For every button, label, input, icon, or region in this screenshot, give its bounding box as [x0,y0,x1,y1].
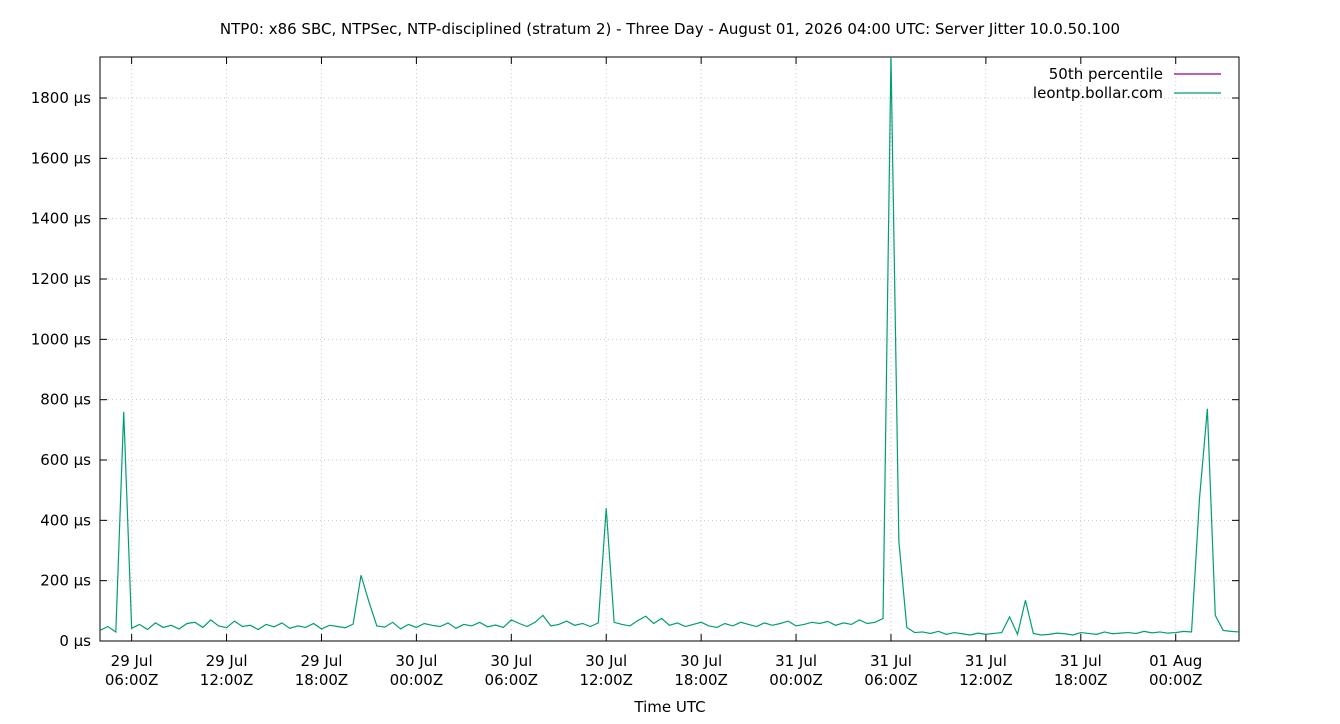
x-tick-label: 30 Jul 06:00Z [485,652,539,689]
x-tick-date: 29 Jul [206,652,248,670]
x-tick-date: 31 Jul [965,652,1007,670]
x-tick-date: 31 Jul [1060,652,1102,670]
x-tick-date: 31 Jul [775,652,817,670]
legend-label: 50th percentile [1049,65,1163,83]
y-tick-label: 1000 µs [31,330,91,348]
x-tick-date: 30 Jul [680,652,722,670]
y-tick-label: 600 µs [40,451,91,469]
x-tick-label: 30 Jul 18:00Z [674,652,728,689]
x-tick-date: 29 Jul [300,652,342,670]
x-tick-label: 30 Jul 00:00Z [390,652,444,689]
x-tick-time: 12:00Z [579,671,633,689]
x-tick-time: 06:00Z [485,671,539,689]
x-tick-label: 29 Jul 06:00Z [105,652,159,689]
y-tick-label: 200 µs [40,572,91,590]
x-tick-time: 12:00Z [959,671,1013,689]
x-tick-time: 00:00Z [1149,671,1203,689]
plot-border [99,56,1240,642]
x-tick-date: 31 Jul [870,652,912,670]
y-tick-label: 400 µs [40,511,91,529]
x-tick-time: 06:00Z [105,671,159,689]
x-tick-time: 18:00Z [674,671,728,689]
chart-title: NTP0: x86 SBC, NTPSec, NTP-disciplined (… [220,20,1120,38]
x-tick-date: 30 Jul [490,652,532,670]
x-tick-date: 30 Jul [585,652,627,670]
y-tick-label: 0 µs [59,632,91,650]
x-tick-label: 29 Jul 18:00Z [295,652,349,689]
x-tick-label: 31 Jul 18:00Z [1054,652,1108,689]
x-tick-date: 01 Aug [1149,652,1202,670]
x-axis-label: Time UTC [633,698,705,716]
x-tick-time: 00:00Z [390,671,444,689]
x-tick-date: 30 Jul [395,652,437,670]
x-tick-label: 01 Aug 00:00Z [1149,652,1203,689]
x-tick-time: 18:00Z [295,671,349,689]
x-tick-time: 12:00Z [200,671,254,689]
y-tick-label: 1200 µs [31,270,91,288]
legend-label: leontp.bollar.com [1033,84,1163,102]
x-tick-time: 00:00Z [769,671,823,689]
x-tick-label: 29 Jul 12:00Z [200,652,254,689]
x-tick-time: 06:00Z [864,671,918,689]
x-tick-label: 30 Jul 12:00Z [579,652,633,689]
y-tick-label: 1800 µs [31,89,91,107]
series-line [100,57,1239,637]
y-tick-label: 1600 µs [31,149,91,167]
x-tick-time: 18:00Z [1054,671,1108,689]
x-tick-label: 31 Jul 00:00Z [769,652,823,689]
x-tick-date: 29 Jul [111,652,153,670]
x-tick-label: 31 Jul 12:00Z [959,652,1013,689]
x-tick-label: 31 Jul 06:00Z [864,652,918,689]
y-tick-label: 1400 µs [31,210,91,228]
y-tick-label: 800 µs [40,391,91,409]
